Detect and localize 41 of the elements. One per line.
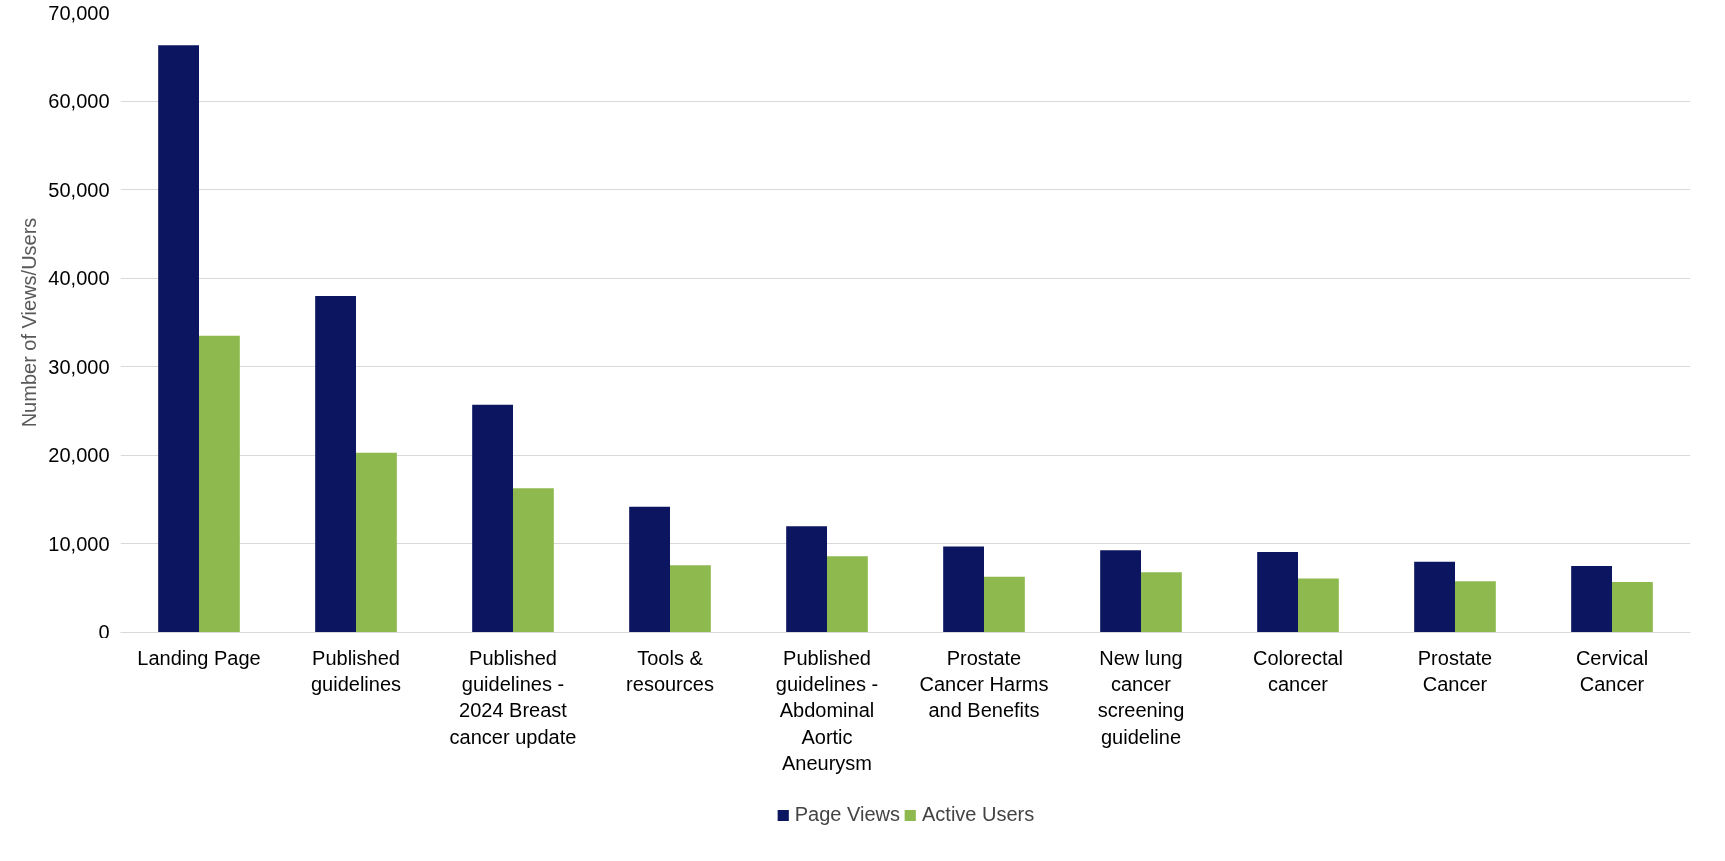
legend-label: Active Users [922, 803, 1035, 826]
bar [199, 335, 240, 633]
y-tick-label: 40,000 [48, 267, 110, 290]
bar [1298, 578, 1339, 633]
x-tick-label: Prostate Cancer [1417, 646, 1493, 695]
x-tick-label: Prostate Cancer Harms and Benefits [919, 646, 1049, 722]
x-tick-label: Published guidelines [310, 646, 402, 695]
bar [943, 546, 984, 633]
bar [670, 565, 711, 633]
y-tick-label: 20,000 [48, 444, 110, 467]
bar [1100, 550, 1141, 633]
bar [629, 506, 670, 633]
bar [513, 488, 554, 633]
bar [786, 526, 827, 633]
x-tick-label: New lung cancer screening guideline [1097, 646, 1185, 748]
bar [1141, 572, 1182, 633]
bar [1612, 582, 1653, 633]
bar [158, 45, 199, 633]
legend-label: Page Views [794, 803, 901, 826]
bar [472, 404, 513, 633]
y-tick-label: 10,000 [48, 532, 110, 555]
bar [315, 295, 356, 633]
y-tick-label: 50,000 [48, 178, 110, 201]
y-axis-title: Number of Views/Users [18, 217, 41, 428]
x-tick-label: Cervical Cancer [1575, 646, 1649, 695]
x-tick-label: Landing Page [137, 646, 261, 669]
bar [1455, 581, 1496, 633]
bar [984, 576, 1025, 633]
bar [356, 452, 397, 633]
bar [1257, 551, 1298, 633]
y-tick-label: 70,000 [48, 1, 110, 24]
x-tick-label: Tools & resources [626, 646, 714, 695]
x-tick-label: Published guidelines - Abdominal Aortic Aneurysm [775, 646, 879, 775]
bar [827, 556, 868, 633]
y-tick-label: 0 [98, 620, 110, 643]
y-tick-label: 60,000 [48, 90, 110, 113]
x-tick-label: Colorectal cancer [1252, 646, 1344, 695]
bar [1414, 561, 1455, 633]
x-tick-label: Published guidelines - 2024 Breast cancer update [449, 646, 577, 748]
y-tick-label: 30,000 [48, 355, 110, 378]
bar [1571, 566, 1612, 633]
